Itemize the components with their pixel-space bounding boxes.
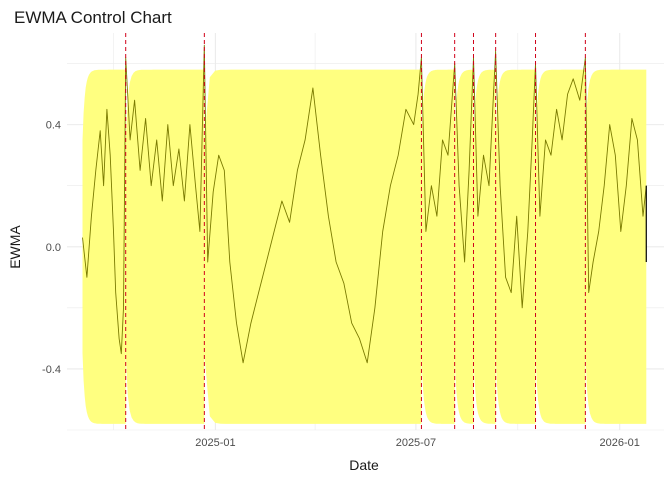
control-band-segment bbox=[454, 69, 474, 424]
reset-markers bbox=[125, 33, 586, 430]
control-band-segment bbox=[421, 69, 455, 424]
control-band-segment bbox=[125, 69, 205, 424]
control-band-segment bbox=[585, 69, 647, 424]
control-band-segment bbox=[535, 69, 586, 424]
control-band-segment bbox=[82, 69, 126, 424]
y-tick-label: 0.4 bbox=[46, 120, 61, 132]
y-tick-label: -0.4 bbox=[42, 364, 61, 376]
y-tick-label: 0.0 bbox=[46, 242, 61, 254]
y-axis-title: EWMA bbox=[7, 225, 23, 269]
x-axis-title: Date bbox=[349, 457, 379, 473]
chart-title: EWMA Control Chart bbox=[14, 8, 172, 27]
x-tick-label: 2026-01 bbox=[600, 437, 640, 449]
x-tick-label: 2025-07 bbox=[396, 437, 436, 449]
control-band-segment bbox=[495, 69, 536, 424]
control-band bbox=[82, 69, 647, 424]
x-tick-label: 2025-01 bbox=[195, 437, 235, 449]
ewma-line bbox=[82, 44, 647, 364]
ewma-series bbox=[82, 44, 647, 364]
control-band-segment bbox=[204, 69, 422, 424]
axis-ticks: 2025-01 2025-07 2026-01 -0.4 0.0 0.4 bbox=[42, 120, 640, 449]
